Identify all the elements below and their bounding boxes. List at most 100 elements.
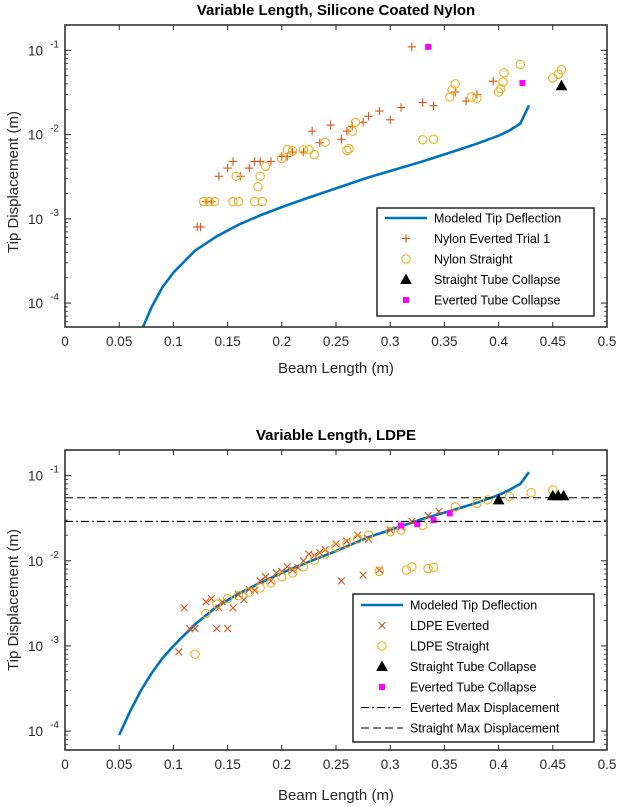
data-layer xyxy=(65,471,607,736)
data-point-circle xyxy=(350,117,361,128)
data-point-x-b xyxy=(359,571,367,579)
legend-marker-circle xyxy=(401,254,411,264)
data-point-plus xyxy=(255,157,265,166)
legend-label: Straight Tube Collapse xyxy=(434,273,561,287)
data-point-plus xyxy=(342,126,352,136)
data-point-circle xyxy=(342,538,352,549)
legend-marker-plus xyxy=(401,234,411,243)
data-point-circle xyxy=(344,143,354,154)
legend-entry: Straight Tube Collapse xyxy=(376,660,537,674)
data-point-x xyxy=(288,566,297,574)
legend-entry: LDPE Straight xyxy=(377,640,490,654)
data-point-x-b xyxy=(424,511,432,520)
data-point-plus xyxy=(315,138,324,147)
legend-entry: Straight Max Displacement xyxy=(361,722,560,736)
legend: Modeled Tip Deflection LDPE Everted LDPE S… xyxy=(352,593,595,743)
data-point-circle xyxy=(526,487,536,498)
data-point-plus xyxy=(196,222,205,232)
legend-entry: Modeled Tip Deflection xyxy=(361,599,537,613)
data-point-plus xyxy=(337,135,346,144)
x-tick-label: 0.15 xyxy=(214,334,240,349)
data-point-circle xyxy=(249,196,260,207)
legend-entry: Straight Tube Collapse xyxy=(400,273,561,287)
y-tick-label: 10 xyxy=(28,212,43,227)
x-tick-label: 0.2 xyxy=(272,334,291,349)
legend-box xyxy=(352,593,595,743)
data-point-x-b xyxy=(212,624,221,633)
data-point-plus xyxy=(223,163,232,173)
data-point-circle xyxy=(287,146,298,156)
data-point-x xyxy=(305,550,313,558)
legend-label: Everted Max Displacement xyxy=(410,701,560,715)
data-point-x xyxy=(435,507,443,516)
data-point-x-b xyxy=(332,540,340,548)
y-tick-label: 10 xyxy=(28,128,43,143)
data-point-circle xyxy=(309,149,320,160)
data-point-x-b xyxy=(278,567,286,576)
x-tick-label: 0.45 xyxy=(540,757,566,772)
data-point-x xyxy=(332,540,340,548)
data-point-plus xyxy=(488,77,498,86)
data-point-x xyxy=(218,598,226,606)
legend-marker-circle xyxy=(377,641,387,651)
data-point-x xyxy=(240,595,248,604)
data-point-circle xyxy=(201,608,211,619)
data-point-x-b xyxy=(261,572,270,581)
y-tick-label: 10 xyxy=(28,296,43,311)
data-point-circle xyxy=(320,549,330,559)
data-point-x-b xyxy=(272,569,281,577)
data-point-x-b xyxy=(343,537,351,545)
chart-title: Variable Length, Silicone Coated Nylon xyxy=(197,2,475,19)
data-point-x-b xyxy=(315,548,324,557)
x-tick-label: 0.05 xyxy=(106,757,132,772)
data-point-x-b xyxy=(175,648,183,656)
data-point-circle xyxy=(428,134,439,145)
data-point-circle xyxy=(363,530,374,540)
data-point-x xyxy=(202,598,210,606)
x-tick-label: 0.15 xyxy=(214,757,240,772)
data-point-x xyxy=(250,586,259,595)
x-axis-label: Beam Length (m) xyxy=(278,787,394,804)
data-point-circle xyxy=(309,555,320,565)
data-point-circle xyxy=(352,534,363,544)
data-point-x xyxy=(424,511,432,520)
data-point-x-b xyxy=(218,598,226,606)
data-point-circle xyxy=(374,566,385,577)
data-point-x xyxy=(272,569,281,577)
y-tick-exponent: -1 xyxy=(50,39,59,50)
model-line xyxy=(141,104,531,327)
data-point-circle xyxy=(233,196,244,207)
x-tick-label: 0.05 xyxy=(106,334,132,349)
chart-ldpe: Variable Length, LDPE 0 0.05 0.1 0.15 0.2 0.2… xyxy=(5,427,616,804)
x-tick-label: 0 xyxy=(61,334,69,349)
legend-entry: Nylon Everted Trial 1 xyxy=(401,232,550,246)
data-point-circle xyxy=(496,84,506,94)
data-point-x xyxy=(337,577,346,585)
data-layer xyxy=(141,42,568,327)
legend-label: Straight Tube Collapse xyxy=(410,660,537,674)
data-point-circle xyxy=(320,137,330,148)
data-point-circle xyxy=(428,562,439,572)
data-point-circle xyxy=(282,145,292,155)
data-point-x-b xyxy=(267,577,275,585)
data-point-circle xyxy=(298,562,309,572)
data-point-circle xyxy=(342,145,352,156)
data-point-circle xyxy=(483,495,493,505)
legend-entry: LDPE Everted xyxy=(378,619,489,633)
data-point-x xyxy=(212,624,221,633)
data-point-x-b xyxy=(408,517,416,526)
data-point-x-b xyxy=(223,624,232,633)
data-point-circle xyxy=(331,542,341,552)
data-point-circle xyxy=(445,92,455,102)
legend-label: Modeled Tip Deflection xyxy=(434,212,561,226)
data-point-x xyxy=(223,624,232,633)
x-tick-label: 0.35 xyxy=(431,334,457,349)
data-point-circle xyxy=(266,578,276,588)
data-point-x xyxy=(315,548,324,557)
data-point-circle xyxy=(228,196,238,207)
x-tick-label: 0.45 xyxy=(540,334,566,349)
data-point-x-b xyxy=(207,594,216,603)
data-point-circle xyxy=(255,171,265,182)
data-point-circle xyxy=(190,649,200,659)
